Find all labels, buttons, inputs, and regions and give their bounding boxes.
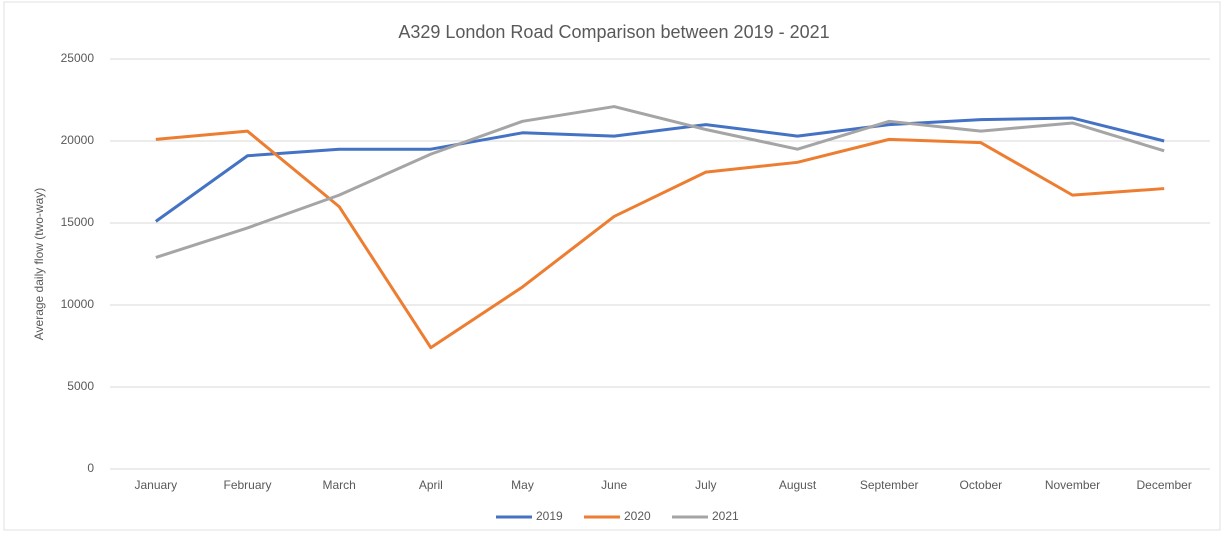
y-tick-label: 5000 <box>67 379 94 393</box>
x-tick-label: September <box>860 478 919 492</box>
chart-title: A329 London Road Comparison between 2019… <box>398 22 829 42</box>
series-line <box>154 116 1165 223</box>
series-line <box>155 105 1165 259</box>
x-tick-label: November <box>1045 478 1100 492</box>
y-tick-label: 20000 <box>61 133 95 147</box>
series-line <box>155 129 1165 350</box>
x-tick-label: December <box>1136 478 1191 492</box>
x-tick-label: July <box>695 478 716 492</box>
x-tick-label: March <box>322 478 355 492</box>
y-tick-label: 0 <box>87 461 94 475</box>
x-tick-label: January <box>134 478 177 492</box>
y-tick-label: 10000 <box>61 297 95 311</box>
legend-label: 2019 <box>536 509 563 523</box>
x-tick-label: May <box>511 478 534 492</box>
y-tick-label: 25000 <box>61 51 95 65</box>
x-tick-label: April <box>419 478 443 492</box>
x-tick-label: February <box>223 478 271 492</box>
y-axis-label: Average daily flow (two-way) <box>32 188 46 341</box>
x-tick-label: August <box>779 478 817 492</box>
legend-label: 2020 <box>624 509 651 523</box>
legend-label: 2021 <box>712 509 739 523</box>
x-tick-label: June <box>601 478 627 492</box>
x-tick-label: October <box>959 478 1002 492</box>
y-tick-label: 15000 <box>61 215 95 229</box>
chart-frame <box>3 1 1221 531</box>
